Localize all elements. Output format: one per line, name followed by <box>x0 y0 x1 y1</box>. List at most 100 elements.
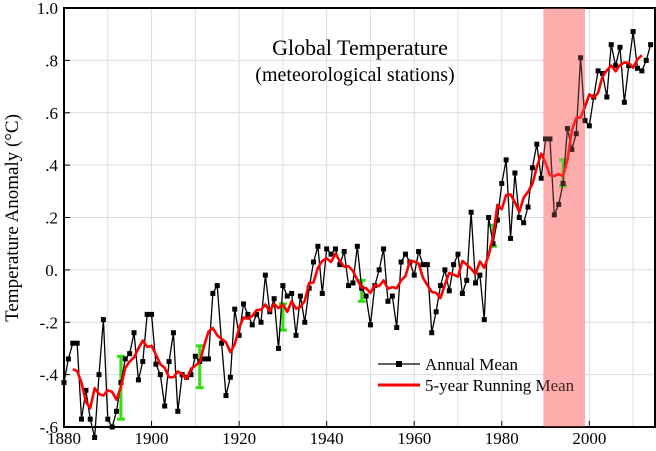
annual-mean-point <box>398 259 404 265</box>
annual-mean-point <box>175 408 181 414</box>
annual-mean-point <box>201 356 207 362</box>
annual-mean-point <box>205 356 211 362</box>
annual-mean-point <box>402 251 408 257</box>
chart-title: Global Temperature <box>272 35 448 60</box>
annual-mean-point <box>582 118 588 124</box>
chart-subtitle: (meteorological stations) <box>255 64 454 86</box>
annual-mean-point <box>468 209 474 215</box>
annual-mean-point <box>249 322 255 328</box>
annual-mean-point <box>276 345 282 351</box>
y-axis: -.6 -.4 -.2 0. .2 .4 .6 .8 1.0 <box>37 0 70 437</box>
annual-mean-point <box>354 243 360 249</box>
x-tick-label: 1960 <box>397 429 431 446</box>
annual-mean-point <box>223 393 229 399</box>
annual-mean-point <box>302 319 308 325</box>
annual-mean-point <box>188 372 194 378</box>
x-tick-label: 1980 <box>485 429 519 446</box>
annual-mean-point <box>254 311 260 317</box>
annual-mean-point <box>262 272 268 278</box>
annual-mean-point <box>144 311 150 317</box>
annual-mean-point <box>604 94 610 100</box>
annual-mean-point <box>459 290 465 296</box>
annual-mean-point <box>328 251 334 257</box>
annual-mean-point <box>385 298 391 304</box>
annual-mean-point <box>416 249 422 255</box>
annual-mean-point <box>420 262 426 268</box>
annual-mean-series <box>61 29 654 440</box>
error-bar <box>195 344 204 390</box>
annual-mean-point <box>311 259 317 265</box>
x-axis: 1880 1900 1920 1940 1960 1980 2000 <box>47 421 606 448</box>
annual-mean-point <box>192 353 198 359</box>
annual-mean-point <box>613 63 619 69</box>
annual-mean-point <box>135 377 141 383</box>
annual-mean-point <box>280 283 286 289</box>
y-tick-label: 0. <box>45 261 58 280</box>
annual-mean-point <box>508 235 514 241</box>
annual-mean-point <box>315 243 321 249</box>
annual-mean-point <box>451 262 457 268</box>
annual-mean-point <box>210 290 216 296</box>
highlight-band <box>543 8 585 427</box>
annual-mean-point <box>258 319 264 325</box>
annual-mean-point <box>236 332 242 338</box>
x-tick-label: 1880 <box>47 429 81 446</box>
annual-mean-point <box>74 340 80 346</box>
annual-mean-point <box>79 416 85 422</box>
annual-mean-point <box>376 267 382 273</box>
annual-mean-point <box>621 99 627 105</box>
annual-mean-point <box>437 283 443 289</box>
annual-mean-point <box>122 356 128 362</box>
annual-mean-point <box>70 340 76 346</box>
annual-mean-point <box>586 123 592 129</box>
annual-mean-point <box>643 57 649 63</box>
annual-mean-point <box>490 241 496 247</box>
annual-mean-point <box>332 246 338 252</box>
annual-mean-point <box>521 220 527 226</box>
annual-mean-point <box>65 356 71 362</box>
annual-mean-point <box>240 301 246 307</box>
annual-mean-point <box>516 215 522 220</box>
annual-mean-point <box>219 340 225 346</box>
x-tick-label: 1940 <box>310 429 344 446</box>
y-tick-label: -.2 <box>40 313 58 332</box>
annual-mean-point <box>140 359 146 365</box>
annual-mean-point <box>166 359 172 365</box>
annual-mean-point <box>319 290 325 296</box>
annual-mean-point <box>424 262 430 268</box>
annual-mean-point <box>284 293 290 299</box>
annual-mean-point <box>473 280 479 286</box>
y-tick-label: -.4 <box>40 366 59 385</box>
annual-mean-point <box>324 246 330 252</box>
annual-mean-point <box>162 403 168 409</box>
annual-mean-point <box>381 246 387 252</box>
annual-mean-point <box>626 63 632 69</box>
running-mean-series <box>72 54 643 410</box>
annual-mean-point <box>227 374 233 380</box>
annual-mean-point <box>481 317 487 323</box>
annual-mean-point <box>214 283 220 289</box>
annual-mean-point <box>96 372 102 378</box>
annual-mean-point <box>543 136 549 142</box>
annual-mean-point <box>433 309 439 315</box>
annual-mean-point <box>232 306 238 312</box>
annual-mean-point <box>573 131 579 137</box>
x-tick-label: 2000 <box>572 429 606 446</box>
x-tick-label: 1900 <box>135 429 169 446</box>
annual-mean-point <box>512 170 518 176</box>
annual-mean-point <box>337 262 343 268</box>
annual-mean-point <box>564 125 570 131</box>
annual-mean-point <box>127 351 133 357</box>
annual-mean-point <box>245 311 251 317</box>
annual-mean-point <box>634 65 640 71</box>
legend-annual-marker <box>396 361 402 367</box>
y-tick-label: .8 <box>45 51 58 70</box>
annual-mean-point <box>271 296 277 302</box>
annual-mean-point <box>363 293 369 299</box>
x-tick-label: 1920 <box>222 429 256 446</box>
annual-mean-point <box>486 215 492 220</box>
annual-mean-point <box>289 290 295 296</box>
y-tick-label: 1.0 <box>37 0 58 18</box>
annual-mean-point <box>538 175 544 181</box>
